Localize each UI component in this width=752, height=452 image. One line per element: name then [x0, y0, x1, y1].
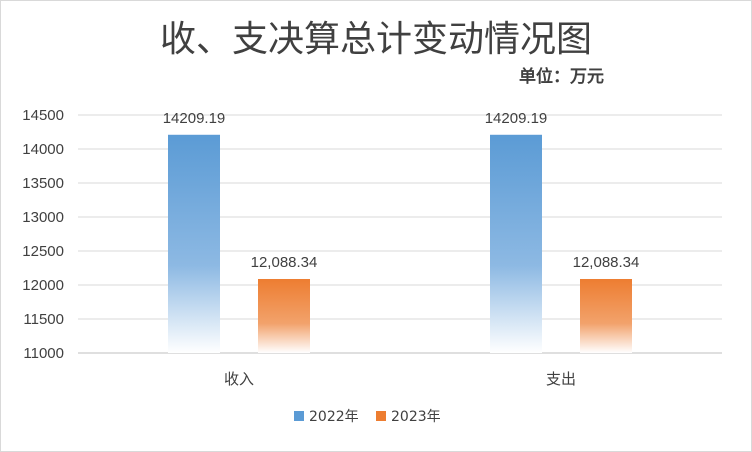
x-category-label: 支出 [546, 370, 576, 388]
legend-label: 2023年 [391, 409, 441, 425]
y-tick-label: 12500 [22, 243, 64, 260]
bar-2023年-收入 [258, 278, 310, 353]
x-category-label: 收入 [224, 370, 254, 388]
y-tick-label: 12000 [22, 277, 64, 294]
legend-label: 2022年 [309, 409, 359, 425]
data-label: 12,088.34 [573, 254, 640, 271]
bar-2022年-收入 [168, 134, 220, 353]
chart-title: 收、支决算总计变动情况图 [159, 19, 592, 60]
y-tick-label: 11500 [23, 311, 64, 328]
data-label: 14209.19 [163, 110, 226, 127]
chart-unit-label: 单位：万元 [519, 67, 604, 87]
data-label: 14209.19 [485, 110, 548, 127]
y-tick-label: 13500 [22, 175, 64, 192]
y-tick-label: 14500 [22, 107, 64, 124]
legend-swatch [376, 411, 386, 421]
bar-2022年-支出 [490, 134, 542, 353]
y-tick-label: 14000 [22, 141, 64, 158]
y-tick-label: 13000 [22, 209, 64, 226]
data-label: 12,088.34 [251, 254, 318, 271]
y-tick-label: 11000 [23, 345, 64, 362]
legend-swatch [294, 411, 304, 421]
bar-2023年-支出 [580, 278, 632, 353]
